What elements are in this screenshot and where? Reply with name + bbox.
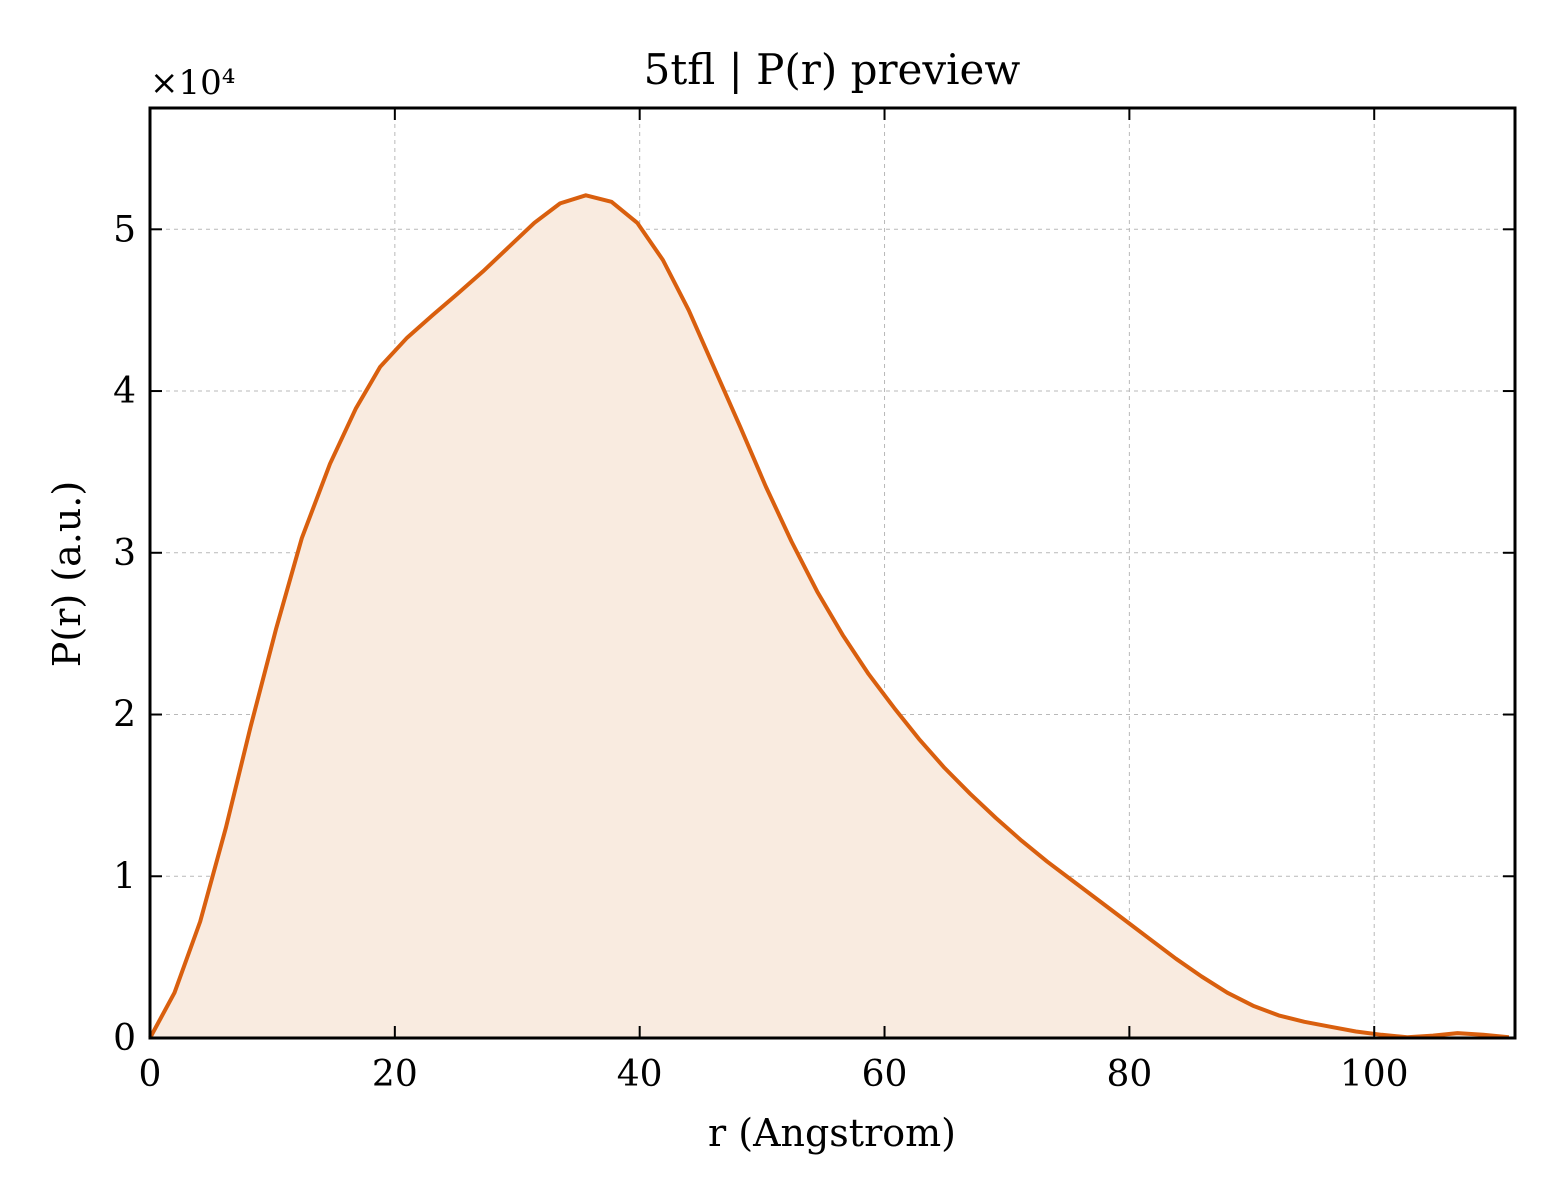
y-tick-label: 3 [113,533,136,574]
x-tick-label: 60 [862,1054,908,1095]
series-line [148,193,1510,1040]
y-axis-label: P(r) (a.u.) [45,481,89,667]
plot-frame [148,106,1517,1040]
y-multiplier-label: ×10⁴ [150,63,235,103]
y-tick-label: 1 [113,856,136,897]
x-tick-label: 100 [1340,1054,1409,1095]
x-axis-label: r (Angstrom) [708,1111,956,1155]
x-tick-label: 0 [139,1054,162,1095]
x-tick-label: 20 [372,1054,418,1095]
area-fill [150,195,1509,1039]
y-tick-label: 0 [113,1018,136,1059]
tick-labels: 0 20 40 60 80 100 0 1 2 3 4 5 [113,209,1408,1095]
chart-title: 5tfl | P(r) preview [644,45,1021,94]
y-tick-label: 2 [113,695,136,736]
y-tick-label: 5 [113,209,136,250]
y-tick-label: 4 [113,371,136,412]
x-tick-label: 40 [617,1054,663,1095]
x-tick-label: 80 [1106,1054,1152,1095]
